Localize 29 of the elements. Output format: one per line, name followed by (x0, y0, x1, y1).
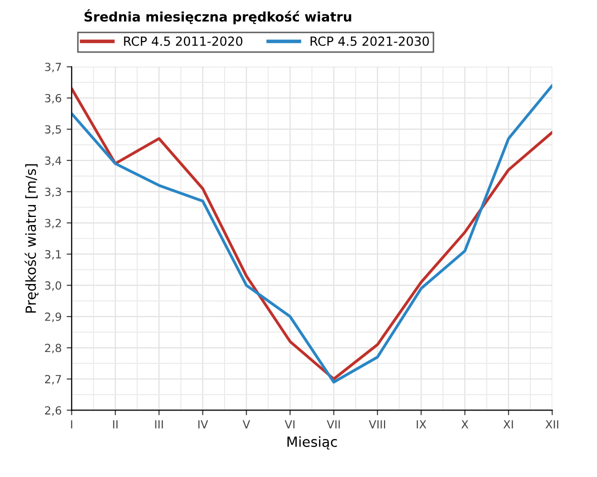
x-tick-label: X (461, 420, 468, 428)
y-tick-label: 3,5 (45, 125, 61, 135)
y-tick-label: 2,7 (45, 374, 61, 385)
y-tick-label: 3,1 (45, 250, 61, 260)
x-tick-label: IV (198, 420, 208, 428)
y-tick-label: 3,6 (45, 94, 62, 104)
y-tick-label: 3,0 (45, 281, 62, 291)
x-tick-label: VII (326, 420, 340, 428)
x-tick-label: VIII (368, 420, 386, 428)
x-tick-label: III (155, 420, 163, 428)
x-tick-label: VI (284, 420, 294, 428)
chart-title: Średnia miesięczna prędkość wiatru (84, 9, 352, 24)
x-tick-label: V (242, 420, 250, 428)
x-tick-label: XII (545, 420, 558, 428)
y-tick-label: 2,9 (45, 312, 62, 322)
legend-label: RCP 4.5 2011-2020 (124, 36, 242, 46)
x-tick-label: IX (416, 420, 426, 428)
x-tick-label: I (71, 420, 72, 428)
y-tick-label: 2,8 (45, 344, 62, 354)
x-axis-title: Miesiąc (287, 436, 337, 450)
y-axis-title: Prędkość wiatru [m/s] (24, 164, 38, 313)
x-tick-label: II (113, 420, 118, 428)
y-tick-label: 3,7 (45, 62, 61, 72)
x-tick-label: XI (503, 420, 513, 428)
y-tick-label: 3,3 (45, 188, 62, 198)
y-tick-label: 3,2 (45, 218, 61, 228)
y-tick-label: 3,4 (45, 156, 62, 166)
legend-label: RCP 4.5 2021-2030 (310, 36, 429, 46)
y-tick-label: 2,6 (45, 406, 62, 416)
